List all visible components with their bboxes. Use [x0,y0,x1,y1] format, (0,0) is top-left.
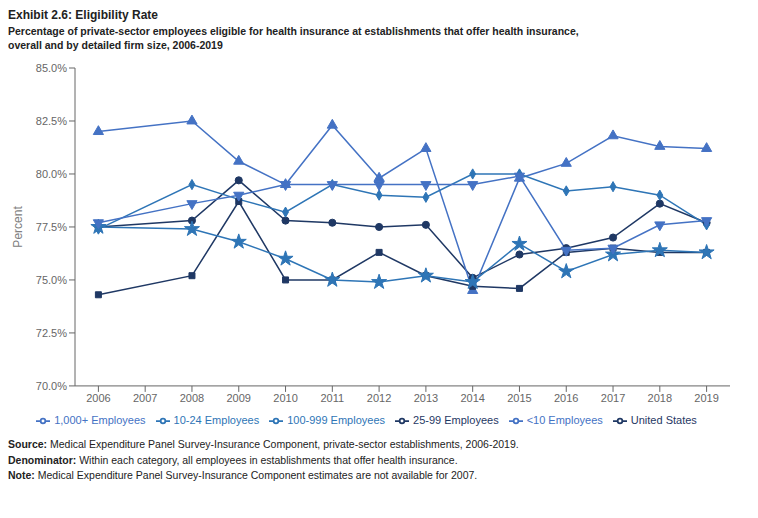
svg-text:85.0%: 85.0% [36,62,67,74]
svg-text:2007: 2007 [133,392,157,404]
svg-text:2019: 2019 [694,392,718,404]
html-text:<10 Employees: <10 Employees [526,414,603,427]
svg-text:82.5%: 82.5% [36,115,67,127]
html-text:1,000+ Employees: 1,000+ Employees [54,414,146,427]
html-text:Note: Medical Expenditure Pane: Note: Medical Expenditure Panel Survey-I… [8,468,478,481]
svg-text:2013: 2013 [414,392,438,404]
svg-text:2014: 2014 [460,392,484,404]
svg-text:70.0%: 70.0% [36,380,67,392]
svg-text:77.5%: 77.5% [36,221,67,233]
svg-text:80.0%: 80.0% [36,168,67,180]
html-text:Source: Medical Expenditure Pa: Source: Medical Expenditure Panel Survey… [8,438,519,451]
svg-text:2008: 2008 [180,392,204,404]
svg-text:2016: 2016 [554,392,578,404]
svg-text:2015: 2015 [507,392,531,404]
html-text:10-24 Employees: 10-24 Employees [173,414,260,427]
svg-text:75.0%: 75.0% [36,274,67,286]
svg-text:2009: 2009 [227,392,251,404]
html-text:United States: United States [630,414,697,427]
svg-text:2017: 2017 [601,392,625,404]
svg-text:2018: 2018 [648,392,672,404]
html-text:Percentage of private-sector e: Percentage of private-sector employees e… [8,25,579,51]
html-text:Denominator: Within each categ: Denominator: Within each category, all e… [8,453,458,466]
svg-text:Percent: Percent [11,206,25,248]
svg-text:72.5%: 72.5% [36,327,67,339]
svg-text:2006: 2006 [86,392,110,404]
svg-text:2012: 2012 [367,392,391,404]
svg-text:2011: 2011 [320,392,344,404]
html-text:25-99 Employees: 25-99 Employees [413,414,499,427]
html-text:100-999 Employees: 100-999 Employees [287,414,385,427]
svg-text:2010: 2010 [273,392,297,404]
html-text:Exhibit 2.6: Eligibility Rate: Exhibit 2.6: Eligibility Rate [8,8,158,22]
